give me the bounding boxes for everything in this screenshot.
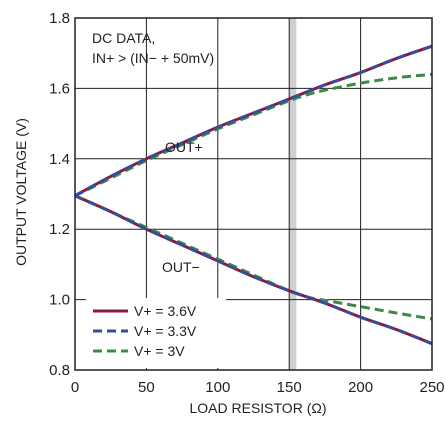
x-tick-label-0: 0: [71, 379, 79, 396]
out-minus-label: OUT−: [162, 259, 200, 275]
y-tick-label-4: 1.6: [49, 80, 70, 97]
x-tick-label-3: 150: [277, 379, 302, 396]
y-axis-title: OUTPUT VOLTAGE (V): [13, 118, 29, 266]
x-axis-title: LOAD RESISTOR (Ω): [189, 400, 326, 416]
out-plus-label: OUT+: [165, 139, 203, 155]
annotation-line-1: DC DATA,: [92, 30, 155, 46]
y-tick-label-3: 1.4: [49, 151, 70, 168]
legend-label-2: V+ = 3V: [134, 343, 185, 359]
legend-label-1: V+ = 3.3V: [134, 323, 197, 339]
highlight-band: [289, 18, 296, 370]
x-tick-label-4: 200: [348, 379, 373, 396]
y-tick-label-5: 1.8: [49, 10, 70, 27]
highlight-band-layer: [289, 18, 296, 370]
legend-label-0: V+ = 3.6V: [134, 303, 197, 319]
y-tick-label-0: 0.8: [49, 362, 70, 379]
legend: V+ = 3.6V V+ = 3.3V V+ = 3V: [86, 298, 226, 368]
y-tick-label-2: 1.2: [49, 221, 70, 238]
annotation-line-2: IN+ > (IN− + 50mV): [92, 50, 214, 66]
y-tick-label-1: 1.0: [49, 292, 70, 309]
x-tick-label-5: 250: [419, 379, 444, 396]
x-tick-label-1: 50: [138, 379, 155, 396]
x-tick-label-2: 100: [205, 379, 230, 396]
